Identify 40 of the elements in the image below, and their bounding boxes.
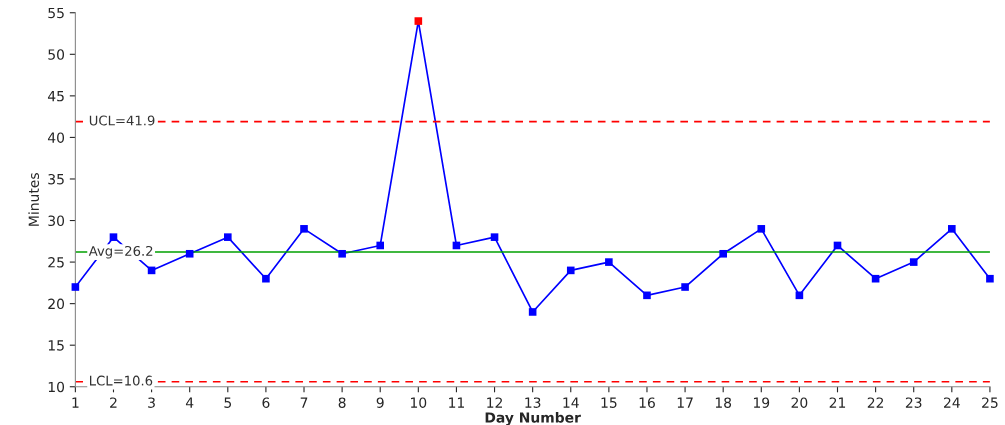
x-tick-label: 25 bbox=[982, 397, 998, 408]
y-tick-label: 35 bbox=[48, 173, 64, 185]
x-tick-label: 7 bbox=[300, 397, 308, 408]
y-tick-label: 20 bbox=[48, 298, 65, 310]
y-tick-label: 55 bbox=[48, 7, 64, 19]
x-tick-label: 8 bbox=[338, 397, 346, 408]
x-tick-label: 18 bbox=[715, 397, 732, 408]
x-tick-label: 16 bbox=[639, 397, 655, 408]
y-tick-label: 10 bbox=[48, 381, 65, 393]
ref-line-label: Avg=26.2 bbox=[88, 245, 153, 259]
x-tick-label: 2 bbox=[110, 397, 117, 408]
x-tick-label: 20 bbox=[791, 397, 808, 408]
x-tick-label: 13 bbox=[525, 397, 541, 408]
x-tick-label: 19 bbox=[753, 397, 770, 408]
x-tick-label: 9 bbox=[376, 397, 384, 408]
x-tick-label: 4 bbox=[185, 397, 194, 408]
ref-line-label: UCL=41.9 bbox=[89, 115, 155, 126]
x-tick-label: 24 bbox=[944, 397, 960, 408]
x-axis-title: Day Number bbox=[485, 412, 581, 425]
x-tick-label: 5 bbox=[224, 397, 232, 408]
y-tick-label: 30 bbox=[48, 215, 65, 226]
y-tick-label: 15 bbox=[48, 340, 64, 351]
y-tick-label: 25 bbox=[48, 257, 64, 268]
x-tick-label: 14 bbox=[563, 397, 579, 408]
y-axis-title: Minutes bbox=[28, 173, 40, 226]
y-tick-label: 50 bbox=[48, 49, 65, 60]
x-tick-label: 11 bbox=[449, 397, 464, 408]
x-tick-label: 17 bbox=[677, 397, 693, 408]
y-tick-label: 40 bbox=[47, 132, 65, 143]
x-tick-label: 12 bbox=[487, 397, 502, 408]
x-tick-label: 3 bbox=[148, 397, 155, 408]
y-tick-label: 45 bbox=[47, 91, 64, 102]
x-tick-label: 21 bbox=[829, 397, 846, 408]
x-tick-label: 23 bbox=[905, 397, 922, 408]
x-tick-label: 10 bbox=[411, 397, 427, 408]
x-tick-label: 22 bbox=[867, 397, 884, 408]
x-tick-label: 6 bbox=[262, 397, 270, 408]
x-tick-label: 15 bbox=[601, 397, 617, 408]
x-tick-label: 1 bbox=[72, 397, 79, 408]
ref-line-label: LCL=10.6 bbox=[90, 375, 153, 386]
